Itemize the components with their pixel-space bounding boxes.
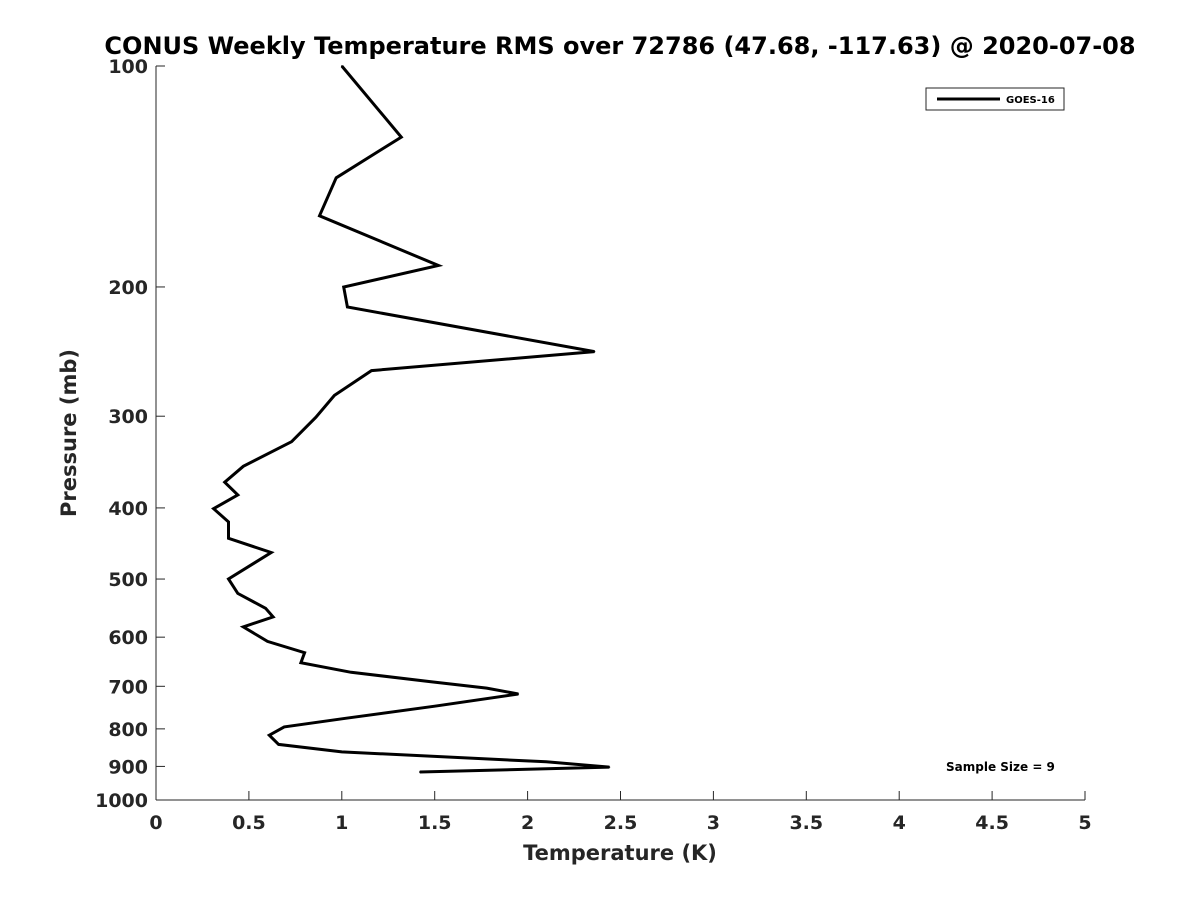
y-ticks: 100 200 300 400 500 600 700 800 900 1000 [95, 56, 165, 812]
data-point [318, 215, 321, 217]
x-tick-label: 1.5 [418, 812, 452, 834]
data-point [344, 717, 347, 720]
y-tick-label: 1000 [95, 790, 148, 812]
data-point [227, 578, 230, 580]
y-tick-label: 900 [108, 756, 148, 778]
data-point [283, 726, 286, 728]
x-tick-label: 4.5 [975, 812, 1009, 834]
data-point [433, 705, 436, 707]
series-line-goes-16 [211, 65, 610, 774]
data-point [341, 751, 343, 753]
y-tick-label: 300 [108, 406, 148, 428]
data-point [437, 264, 440, 267]
y-tick-label: 200 [108, 277, 148, 299]
data-point [266, 640, 269, 643]
data-point [290, 440, 293, 443]
data-point [227, 537, 230, 540]
y-tick-label: 400 [108, 498, 148, 520]
data-point [223, 481, 226, 484]
x-tick-label: 5 [1078, 812, 1091, 834]
data-point [333, 394, 336, 397]
y-tick-label: 100 [108, 56, 148, 78]
data-point [593, 350, 596, 353]
data-point [315, 416, 317, 419]
x-ticks: 0 0.5 1 1.5 2 2.5 3 3.5 4 4.5 5 [149, 791, 1092, 834]
data-point [342, 286, 345, 288]
data-point [212, 507, 215, 510]
y-tick-label: 800 [108, 719, 148, 741]
series-layer [211, 65, 611, 774]
data-point [237, 494, 239, 496]
data-point [227, 521, 230, 523]
data-point [268, 734, 271, 736]
chart-title: CONUS Weekly Temperature RMS over 72786 … [104, 32, 1135, 60]
y-tick-label: 600 [108, 627, 148, 649]
x-axis-label: Temperature (K) [523, 841, 717, 865]
data-point [350, 671, 352, 674]
x-tick-label: 0.5 [232, 812, 266, 834]
data-point [341, 65, 343, 67]
x-tick-label: 1 [335, 812, 348, 834]
y-axis-label: Pressure (mb) [57, 349, 81, 517]
x-tick-label: 2 [521, 812, 534, 834]
data-point [430, 680, 432, 683]
x-tick-label: 3.5 [789, 812, 823, 834]
x-tick-label: 4 [893, 812, 906, 834]
y-tick-label: 700 [108, 676, 148, 698]
data-point [272, 616, 274, 618]
data-point [270, 551, 273, 554]
legend: GOES-16 [925, 87, 1065, 111]
data-point [400, 136, 403, 138]
data-point [517, 693, 520, 695]
data-point [300, 661, 302, 664]
x-tick-label: 0 [149, 812, 162, 834]
data-point [264, 607, 267, 610]
data-point [608, 766, 611, 768]
data-point [242, 465, 245, 468]
data-point [303, 651, 306, 654]
data-point [419, 771, 421, 773]
x-tick-label: 3 [707, 812, 720, 834]
x-tick-label: 2.5 [604, 812, 638, 834]
data-point [237, 592, 239, 595]
data-point [242, 626, 245, 628]
sample-size-annotation: Sample Size = 9 [946, 760, 1055, 774]
data-point [277, 743, 280, 746]
data-point [545, 761, 547, 763]
y-tick-label: 500 [108, 569, 148, 591]
legend-label-goes-16: GOES-16 [1006, 95, 1055, 106]
data-point [370, 369, 373, 372]
data-point [485, 687, 488, 689]
data-point [346, 306, 349, 308]
data-point [335, 177, 338, 179]
